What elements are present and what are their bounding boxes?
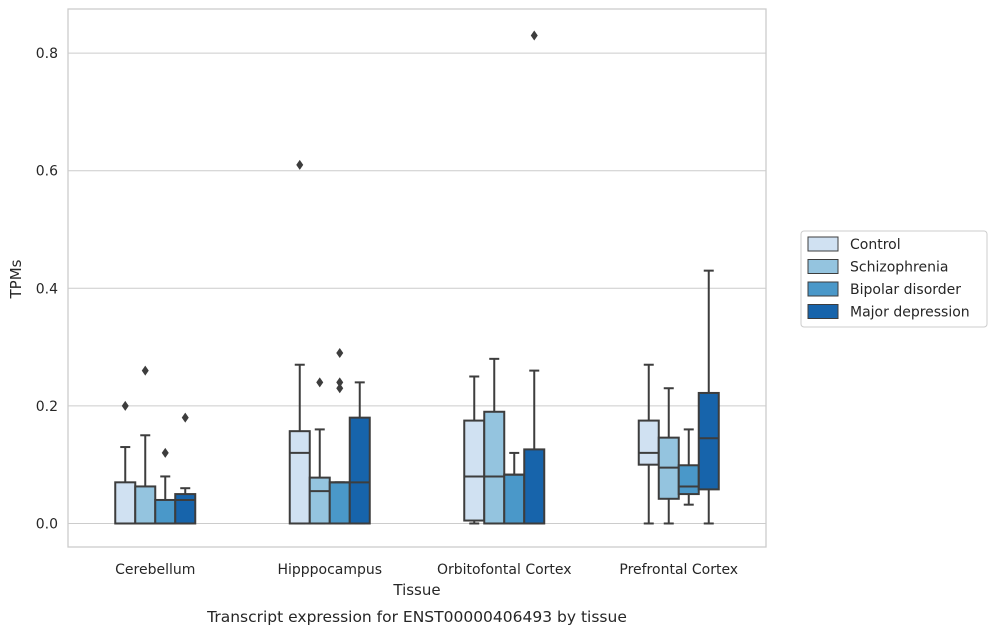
box [677, 464, 700, 496]
legend: Control Schizophrenia Bipolar disorder Majo… [800, 230, 988, 328]
box [463, 419, 486, 522]
box [154, 498, 177, 525]
box [348, 416, 371, 525]
legend-swatch [807, 281, 839, 297]
box-group [134, 365, 157, 525]
outlier-marker [336, 347, 344, 358]
box-group [697, 269, 720, 525]
legend-swatch [807, 259, 839, 274]
box-group [328, 347, 351, 525]
x-axis-label: Tissue [392, 581, 440, 599]
box [523, 448, 546, 525]
legend-frame [800, 230, 988, 328]
box-group [503, 451, 526, 525]
y-tick-label: 0.2 [36, 399, 58, 415]
box-group [463, 375, 486, 525]
outlier-marker [296, 159, 304, 170]
x-tick-label: Cerebellum [115, 562, 195, 578]
y-axis-label: TPMs [7, 259, 25, 299]
legend-label: Schizophrenia [850, 260, 948, 276]
box-group [174, 412, 197, 525]
box-group [677, 428, 700, 506]
box [174, 493, 197, 525]
box-group [348, 381, 371, 525]
outlier-marker [161, 447, 169, 458]
box-group [308, 377, 331, 525]
legend-label: Control [850, 237, 901, 253]
box-group [114, 400, 137, 525]
chart-caption: Transcript expression for ENST0000040649… [206, 608, 627, 626]
box [697, 391, 720, 491]
box [134, 485, 157, 525]
box [503, 473, 526, 525]
outlier-marker [121, 400, 129, 411]
xtick-layer: Cerebellum Hipppocampus Orbitofontal Corte… [115, 562, 738, 578]
legend-label: Bipolar disorder [850, 282, 961, 298]
box-group [154, 447, 177, 525]
outlier-marker [316, 377, 324, 388]
box-group [523, 30, 546, 525]
box-group [483, 357, 506, 525]
boxes-layer [114, 30, 720, 525]
box [308, 476, 331, 525]
legend-items: Control Schizophrenia Bipolar disorder Majo… [807, 236, 970, 321]
y-tick-label: 0.0 [36, 516, 58, 532]
y-tick-label: 0.8 [36, 46, 58, 62]
outlier-marker [181, 412, 189, 423]
x-tick-label: Orbitofontal Cortex [437, 562, 572, 578]
legend-label: Major depression [850, 305, 970, 321]
box [328, 481, 351, 525]
box [288, 430, 311, 525]
outlier-marker [530, 30, 538, 41]
outlier-marker [336, 383, 344, 394]
box [637, 419, 660, 466]
outlier-marker [141, 365, 149, 376]
box [483, 410, 506, 525]
y-tick-label: 0.4 [36, 281, 58, 297]
y-tick-label: 0.6 [36, 164, 58, 180]
plot-frame [67, 8, 767, 548]
legend-swatch [807, 236, 839, 252]
outlier-marker [336, 377, 344, 388]
x-tick-label: Hipppocampus [277, 562, 382, 578]
box-group [288, 159, 311, 525]
box [114, 481, 137, 525]
box-group [657, 387, 680, 525]
x-tick-label: Prefrontal Cortex [619, 562, 738, 578]
box-group [637, 363, 660, 525]
ytick-layer: 0.0 0.2 0.4 0.6 0.8 [36, 46, 58, 532]
legend-swatch [807, 304, 839, 319]
